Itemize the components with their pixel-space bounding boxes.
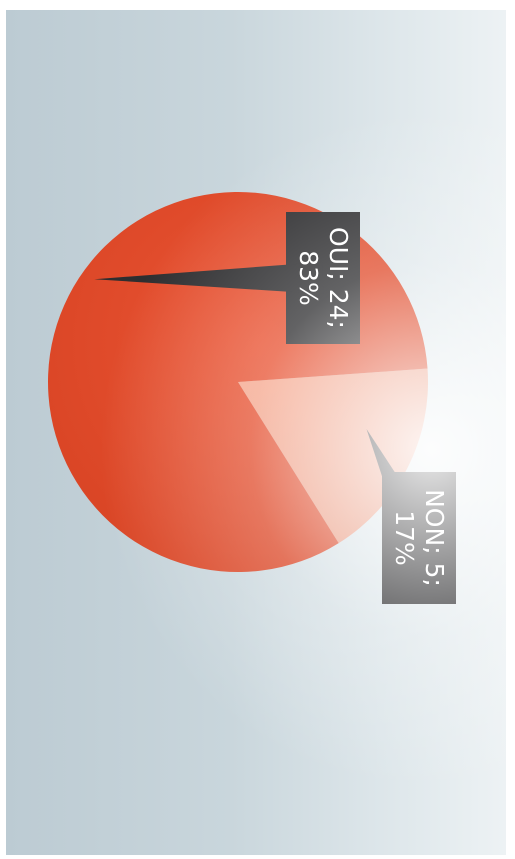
chart-photo: OUI; 24;83%NON; 5;17% OUINON: [6, 10, 506, 855]
data-label-text-line2: 83%: [294, 250, 323, 306]
data-label-text-line1: NON; 5;: [420, 489, 449, 587]
data-label-text-line1: OUI; 24;: [324, 227, 353, 329]
data-label-text-line2: 17%: [390, 510, 419, 566]
pie-chart: OUI; 24;83%NON; 5;17% OUINON: [48, 192, 456, 604]
pie-slices: [48, 192, 428, 572]
